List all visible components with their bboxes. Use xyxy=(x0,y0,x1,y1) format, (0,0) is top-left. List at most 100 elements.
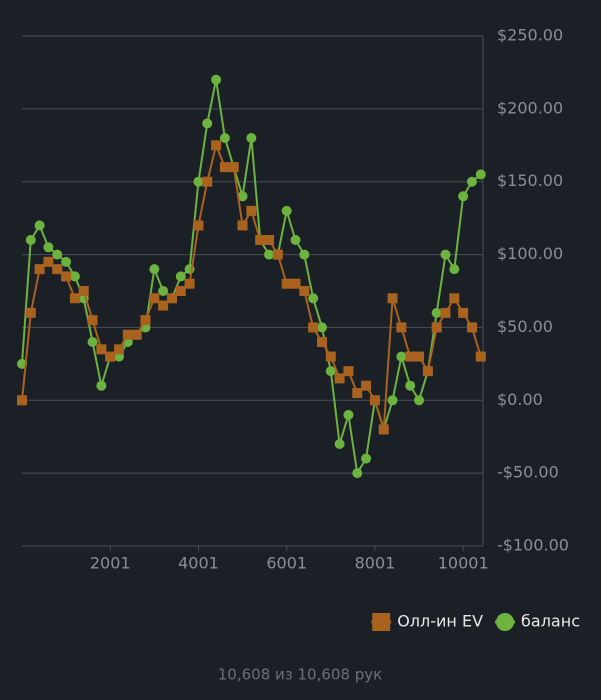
point xyxy=(43,256,54,267)
x-tick-label: 10001 xyxy=(438,554,489,573)
point xyxy=(466,322,477,333)
point xyxy=(458,307,469,318)
point xyxy=(387,293,398,304)
point xyxy=(184,278,195,289)
point xyxy=(475,169,486,180)
point xyxy=(78,286,89,296)
point xyxy=(449,264,460,275)
point xyxy=(414,351,425,362)
x-tick-label: 6001 xyxy=(266,554,307,573)
point xyxy=(87,337,98,347)
point xyxy=(281,278,292,289)
x-tick-label: 2001 xyxy=(90,554,131,573)
point xyxy=(34,220,45,231)
legend-marker xyxy=(372,613,391,631)
point xyxy=(299,249,310,260)
point xyxy=(202,176,213,187)
point xyxy=(387,395,398,406)
point xyxy=(334,373,345,384)
point xyxy=(440,249,451,260)
point xyxy=(405,380,416,391)
point xyxy=(149,293,160,304)
x-tick-label: 8001 xyxy=(355,554,396,573)
point xyxy=(281,205,292,216)
point xyxy=(475,351,486,362)
point xyxy=(96,380,107,391)
point xyxy=(414,395,425,406)
point xyxy=(369,395,380,406)
point xyxy=(114,344,125,355)
point xyxy=(308,293,319,304)
point xyxy=(140,315,151,326)
point xyxy=(52,264,63,275)
y-tick-label: $200.00 xyxy=(497,98,563,117)
point xyxy=(325,366,336,377)
point xyxy=(422,366,433,377)
point xyxy=(219,133,230,143)
point xyxy=(440,307,451,318)
point xyxy=(202,118,213,129)
point xyxy=(352,468,363,479)
legend-label: Олл-ин EV xyxy=(397,612,483,631)
point xyxy=(158,300,169,311)
point xyxy=(264,249,275,260)
point xyxy=(237,220,248,231)
point xyxy=(290,278,301,289)
point xyxy=(175,286,186,296)
point xyxy=(316,337,327,347)
point xyxy=(264,235,275,245)
point xyxy=(105,351,116,362)
point xyxy=(449,293,460,304)
point xyxy=(299,286,310,296)
point xyxy=(352,388,363,398)
point xyxy=(343,366,354,377)
point xyxy=(149,264,160,275)
footer: 10,608 из 10,608 рук xyxy=(218,666,382,684)
y-tick-label: $50.00 xyxy=(497,317,553,336)
y-tick-label: $150.00 xyxy=(497,171,563,190)
point xyxy=(193,220,204,231)
point xyxy=(325,351,336,362)
y-tick-label: $250.00 xyxy=(497,26,563,45)
point xyxy=(255,235,266,245)
point xyxy=(61,256,72,267)
point xyxy=(43,242,54,253)
point xyxy=(17,395,27,406)
point xyxy=(219,162,230,173)
y-tick-label: -$100.00 xyxy=(497,536,569,555)
point xyxy=(25,235,36,245)
point xyxy=(246,205,257,216)
point xyxy=(211,140,222,151)
point xyxy=(175,271,186,282)
point xyxy=(405,351,416,362)
point xyxy=(34,264,45,275)
y-tick-label: -$50.00 xyxy=(497,463,559,482)
point xyxy=(458,191,469,202)
y-tick-label: $100.00 xyxy=(497,244,563,263)
point xyxy=(61,271,72,282)
legend-marker xyxy=(496,613,515,631)
x-tick-label: 4001 xyxy=(178,554,219,573)
point xyxy=(193,176,204,187)
point xyxy=(158,286,169,296)
point xyxy=(334,439,345,449)
point xyxy=(272,249,283,260)
point xyxy=(246,133,257,143)
point xyxy=(378,424,389,435)
point xyxy=(361,453,372,464)
point xyxy=(431,322,442,333)
legend-label: баланс xyxy=(521,612,580,631)
point xyxy=(131,329,142,340)
point xyxy=(361,380,372,391)
point xyxy=(25,307,36,318)
point xyxy=(290,235,301,245)
point xyxy=(396,351,407,362)
point xyxy=(316,322,327,333)
point xyxy=(308,322,319,333)
point xyxy=(122,329,133,340)
y-tick-label: $0.00 xyxy=(497,390,543,409)
point xyxy=(69,271,80,282)
point xyxy=(69,293,80,304)
point xyxy=(466,176,477,187)
